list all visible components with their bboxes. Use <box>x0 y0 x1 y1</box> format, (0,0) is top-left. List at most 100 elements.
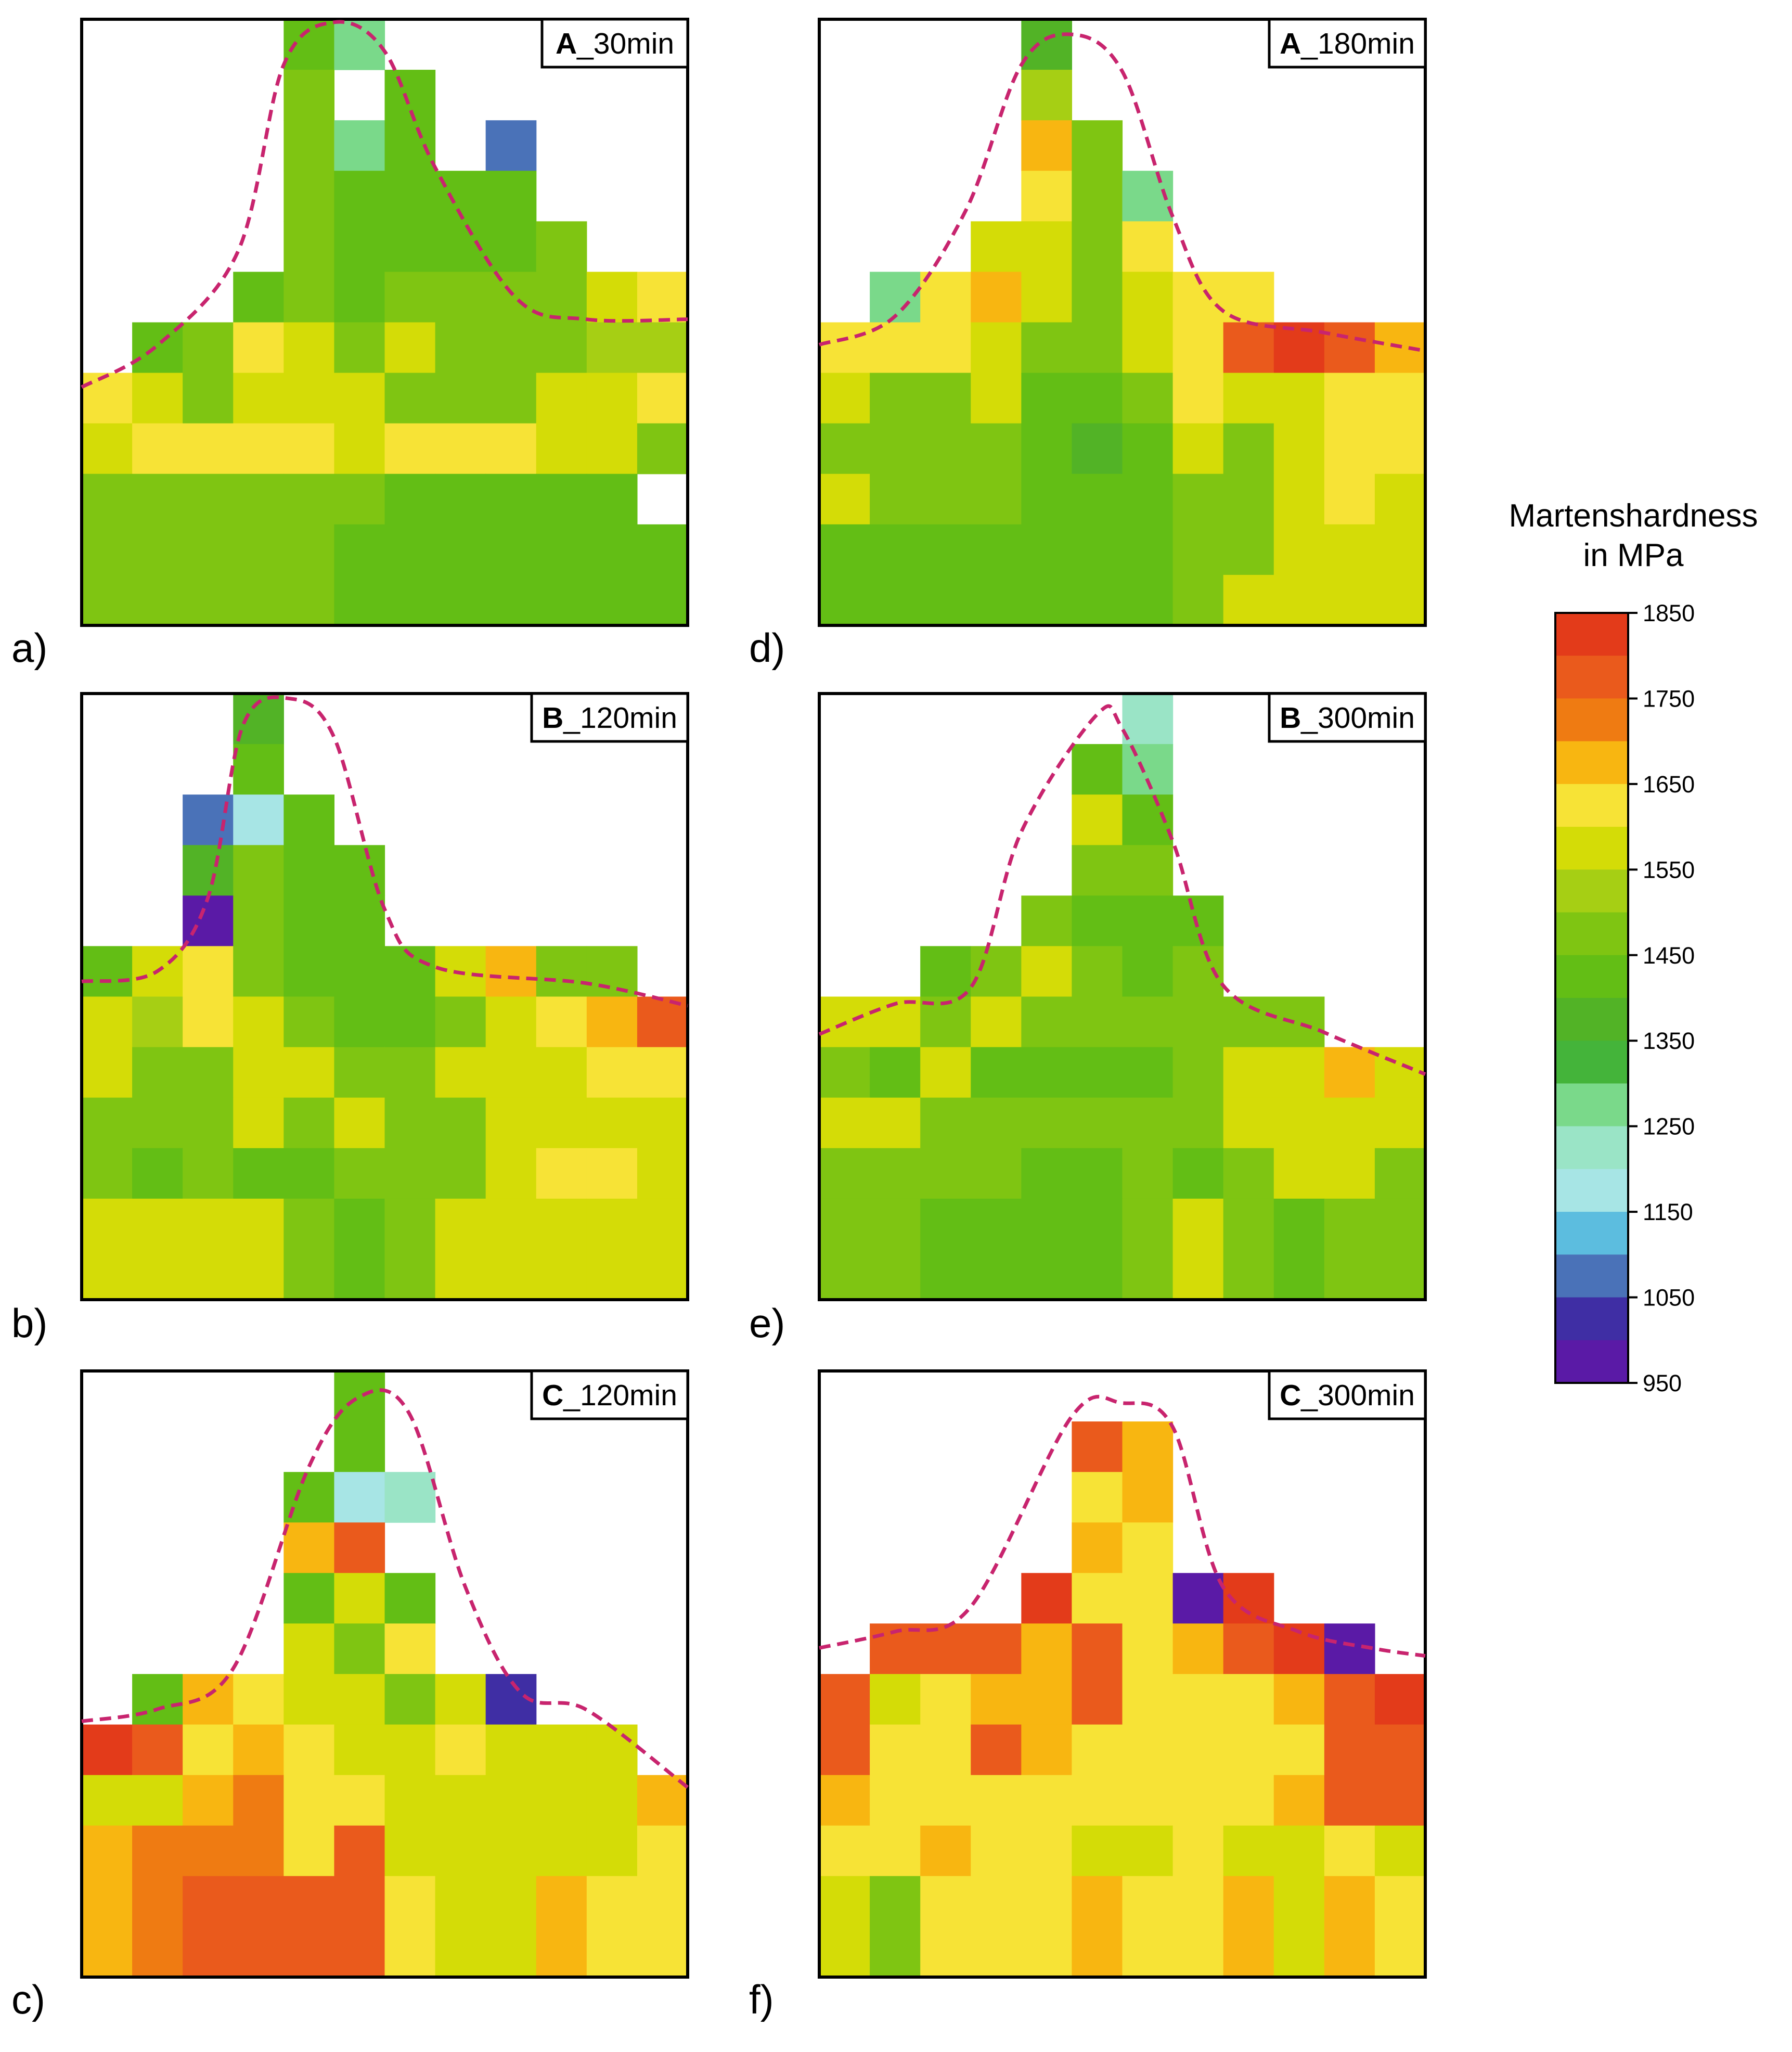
panel-title-duration: _300min <box>1300 1379 1415 1412</box>
heatmap-cell <box>1223 1249 1274 1300</box>
panel-title-duration: _30min <box>576 27 674 60</box>
heatmap-cell <box>1273 1047 1325 1098</box>
heatmap-cell <box>971 1047 1022 1098</box>
heatmap-cell <box>1223 574 1274 626</box>
heatmap-cell <box>384 1198 436 1250</box>
heatmap-cell <box>920 272 971 323</box>
heatmap-cell <box>1072 1249 1123 1300</box>
heatmap-cell <box>819 373 870 424</box>
heatmap-cell <box>1273 1674 1325 1725</box>
heatmap-cell <box>819 423 870 474</box>
heatmap-cell <box>586 1926 638 1978</box>
heatmap-cell <box>283 895 335 947</box>
heatmap-cell <box>384 1724 436 1776</box>
heatmap-cell <box>233 1724 284 1776</box>
heatmap-cell <box>334 1148 385 1199</box>
heatmap-cell <box>1122 1148 1174 1199</box>
heatmap-cell <box>233 1876 284 1927</box>
heatmap-cell <box>82 373 133 424</box>
heatmap-cell <box>485 1724 537 1776</box>
heatmap-cell <box>233 1775 284 1826</box>
heatmap-cell <box>435 423 486 474</box>
heatmap-cell <box>1223 1825 1274 1877</box>
panel-title-series: A <box>1280 27 1301 60</box>
heatmap-cell <box>1172 1148 1224 1199</box>
heatmap-cell <box>435 574 486 626</box>
heatmap-cell <box>1273 1249 1325 1300</box>
heatmap-cell <box>334 1623 385 1675</box>
heatmap-cell <box>1122 1926 1174 1978</box>
heatmap-cell <box>586 1148 638 1199</box>
heatmap-cell <box>819 574 870 626</box>
colorbar-tick-label: 1250 <box>1643 1113 1695 1140</box>
heatmap-cell <box>132 1148 183 1199</box>
heatmap-cell <box>1122 1876 1174 1927</box>
heatmap-cell <box>1021 473 1073 525</box>
heatmap-cell <box>920 1047 971 1098</box>
panel-title-box <box>1268 18 1427 69</box>
heatmap-cell <box>1374 1775 1426 1826</box>
heatmap-cell <box>132 1876 183 1927</box>
heatmap-cell <box>536 946 587 997</box>
heatmap-cell <box>1273 1148 1325 1199</box>
heatmap-cell <box>1021 171 1073 222</box>
heatmap-cell <box>1374 1047 1426 1098</box>
heatmap-cell <box>1072 1047 1123 1098</box>
heatmap-cell <box>334 322 385 374</box>
heatmap-cell <box>1324 1198 1375 1250</box>
heatmap-cell <box>1172 473 1224 525</box>
heatmap-cell <box>586 373 638 424</box>
colorbar-band <box>1555 955 1628 998</box>
heatmap-cell <box>971 574 1022 626</box>
heatmap-cell <box>485 524 537 575</box>
heatmap-cell <box>283 1775 335 1826</box>
heatmap-cell <box>1273 1775 1325 1826</box>
heatmap-cell <box>536 373 587 424</box>
heatmap-cell <box>334 473 385 525</box>
heatmap-cell <box>485 171 537 222</box>
heatmap-cell <box>233 996 284 1048</box>
heatmap-cell <box>971 221 1022 273</box>
heatmap-cell <box>233 524 284 575</box>
heatmap-cell <box>233 473 284 525</box>
heatmap-cell <box>870 524 921 575</box>
panel-letter: f) <box>749 1977 774 2022</box>
heatmap-cell <box>132 1097 183 1149</box>
heatmap-cell <box>82 1926 133 1978</box>
heatmap-cell <box>971 1674 1022 1725</box>
heatmap-cell <box>819 1198 870 1250</box>
colorbar-band <box>1555 1297 1628 1341</box>
heatmap-cell <box>1374 1724 1426 1776</box>
heatmap-cell <box>1072 744 1123 795</box>
heatmap-cell <box>1072 1926 1123 1978</box>
heatmap-cell <box>1172 423 1224 474</box>
heatmap-cell <box>384 120 436 171</box>
heatmap-cell <box>283 1198 335 1250</box>
heatmap-cell <box>1122 574 1174 626</box>
heatmap-cell <box>283 1097 335 1149</box>
heatmap-cell <box>1223 1148 1274 1199</box>
colorbar-band <box>1555 656 1628 699</box>
heatmap-cell <box>637 1775 688 1826</box>
heatmap-cell <box>183 574 234 626</box>
heatmap-cell <box>920 1198 971 1250</box>
heatmap-cell <box>233 272 284 323</box>
heatmap-cell <box>384 1926 436 1978</box>
heatmap-cell <box>1223 1876 1274 1927</box>
panel-border <box>80 18 689 627</box>
heatmap-cell <box>1021 1876 1073 1927</box>
heatmap-cell <box>637 423 688 474</box>
colorbar-band <box>1555 1340 1628 1383</box>
heatmap-cell <box>82 1876 133 1927</box>
heatmap-cell <box>1172 1825 1224 1877</box>
panel-title: A_180min <box>1280 27 1415 60</box>
heatmap-cell <box>435 1198 486 1250</box>
heatmap-cell <box>435 1775 486 1826</box>
heatmap-cell <box>82 473 133 525</box>
heatmap-cell <box>819 322 870 374</box>
heatmap-cell <box>283 1573 335 1624</box>
heatmap-cell <box>334 1371 385 1422</box>
heatmap-cell <box>971 1926 1022 1978</box>
heatmap-cell <box>1172 1097 1224 1149</box>
heatmap-cell <box>334 272 385 323</box>
